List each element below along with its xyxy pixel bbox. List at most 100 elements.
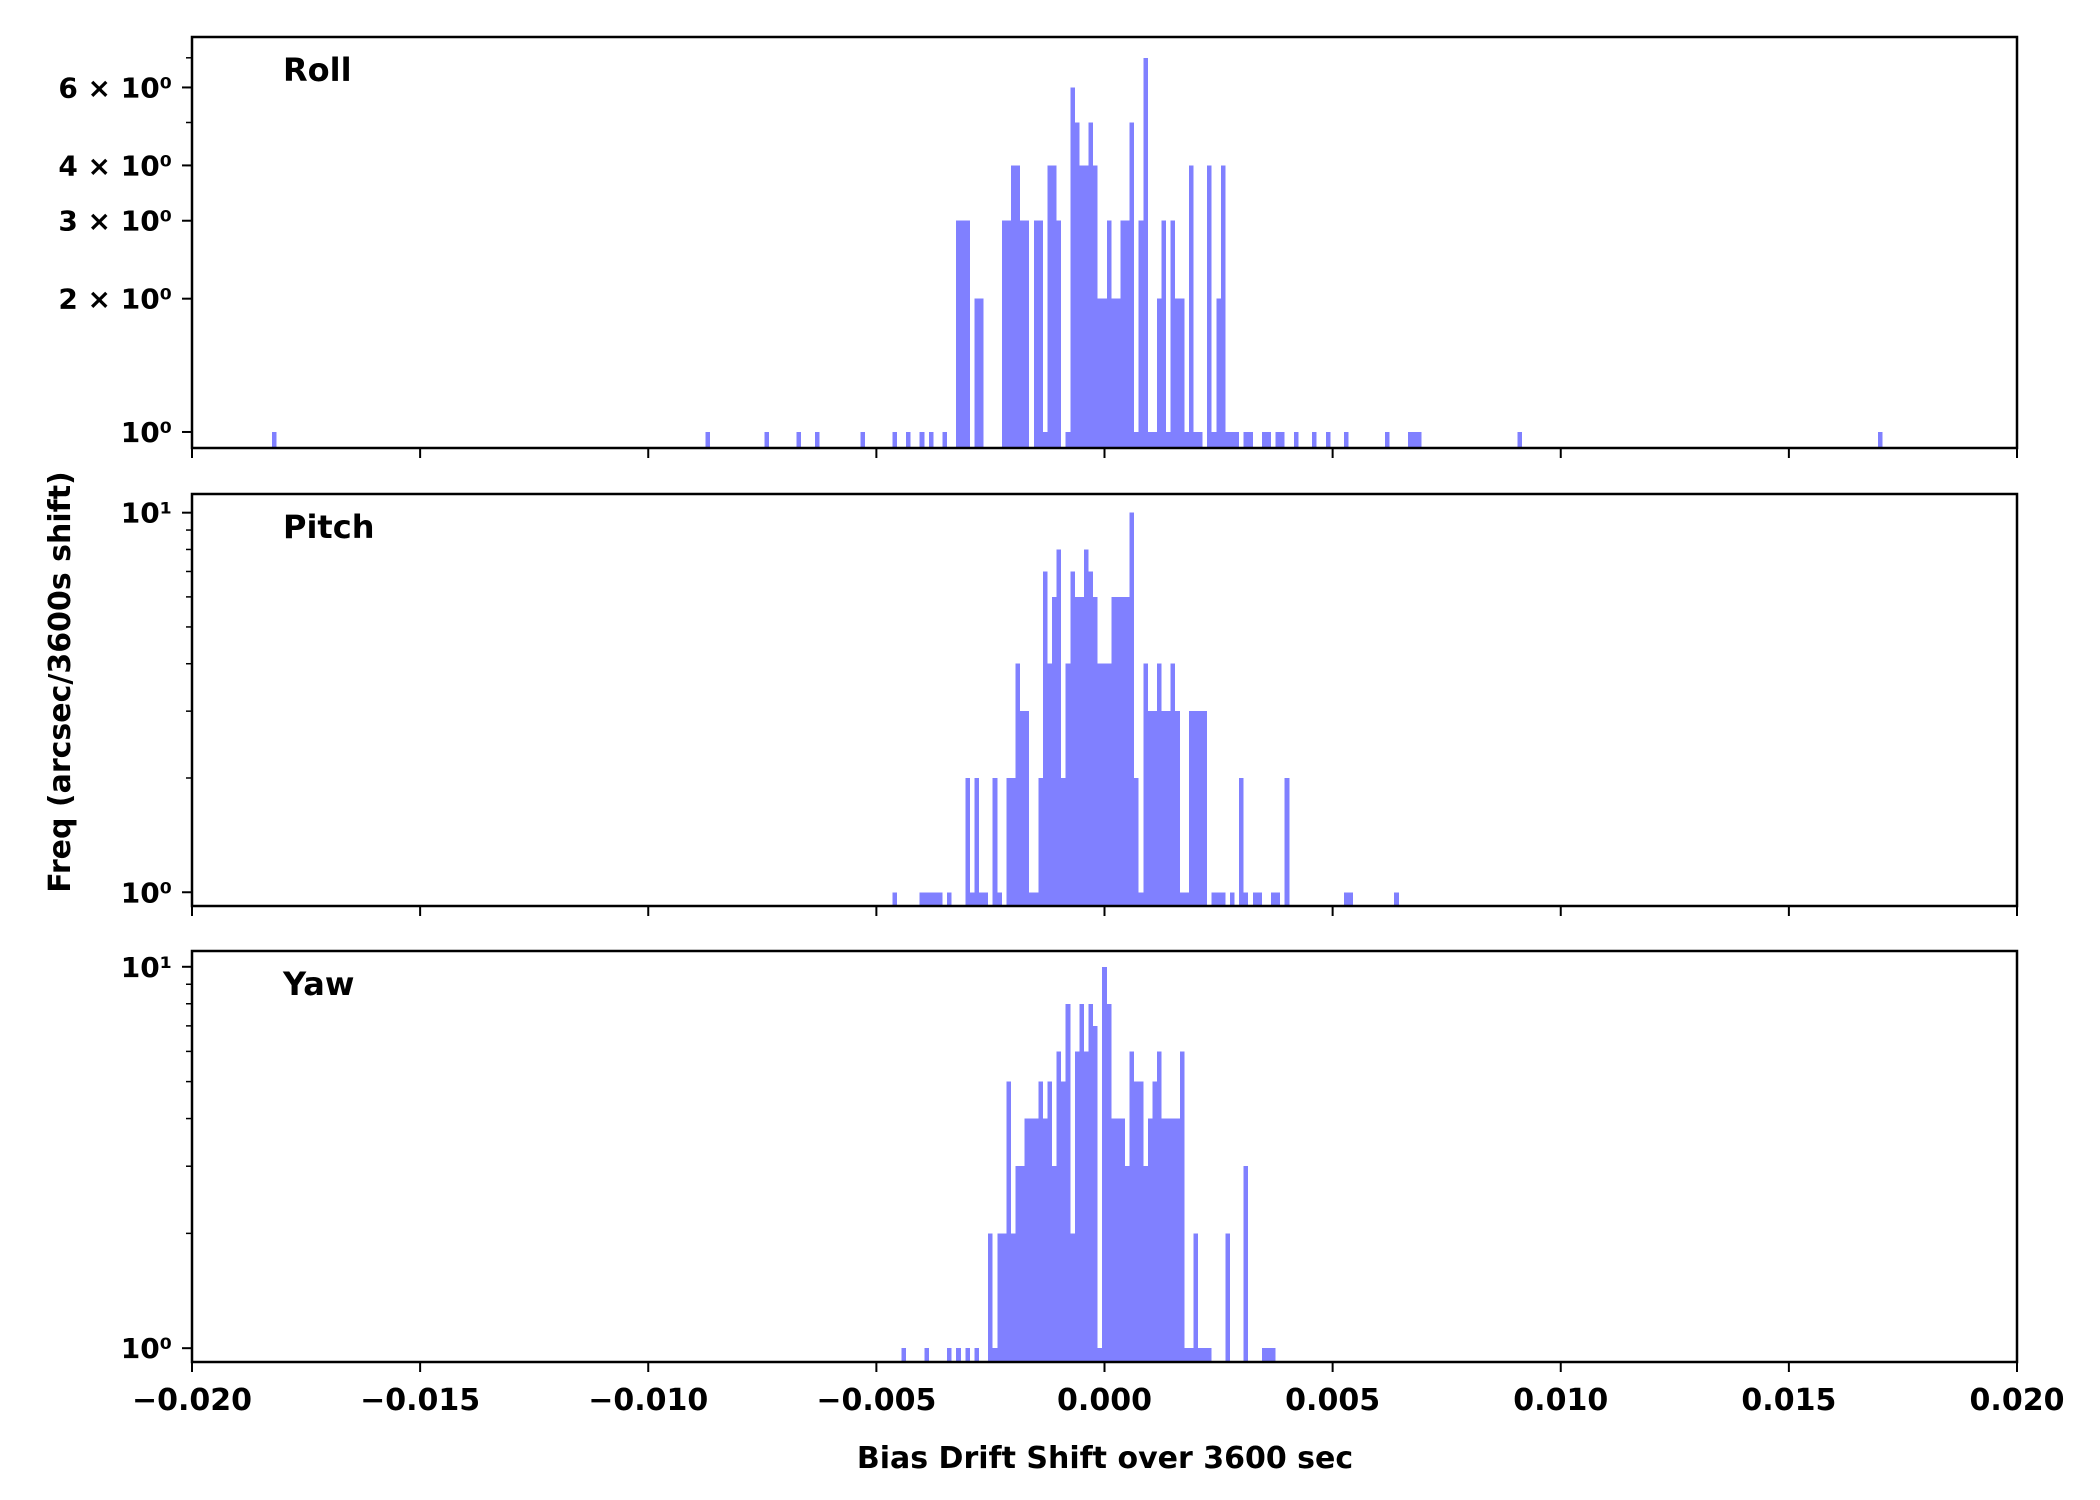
roll-bar-66: [1248, 431, 1253, 448]
yaw-bar-16: [1033, 1118, 1039, 1362]
pitch-bar-27: [1065, 663, 1071, 906]
roll-bar-32: [1083, 165, 1089, 448]
yaw-bar-44: [1161, 1118, 1167, 1362]
yaw-bar-41: [1147, 1118, 1153, 1362]
pitch-axes-frame: [190, 492, 2019, 908]
roll-bar-45: [1143, 57, 1148, 449]
yaw-x-tick-label-5: 0.005: [1285, 1383, 1380, 1418]
roll-bar-7: [906, 431, 911, 448]
pitch-bar-64: [1252, 892, 1258, 906]
pitch-bar-6: [947, 892, 952, 906]
roll-y-tick-label-2: 3 × 10⁰: [58, 205, 172, 238]
pitch-bar-69: [1344, 892, 1349, 906]
pitch-bar-9: [974, 777, 980, 906]
yaw-bar-13: [1020, 1166, 1025, 1362]
pitch-bar-25: [1056, 549, 1062, 906]
pitch-panel: 10⁰ 10¹ Pitch: [121, 492, 2019, 916]
roll-panel: 10⁰ 2 × 10⁰ 3 × 10⁰ 4 × 10⁰ 6 × 10⁰ Roll: [58, 35, 2019, 458]
pitch-bar-29: [1074, 596, 1080, 906]
pitch-bar-62: [1239, 777, 1244, 906]
pitch-bar-66: [1271, 892, 1276, 906]
pitch-bar-33: [1093, 596, 1098, 906]
roll-bar-70: [1280, 431, 1285, 448]
yaw-y-tick-label-0: 10⁰: [121, 1332, 172, 1365]
yaw-x-tick-label-1: −0.015: [360, 1383, 480, 1418]
roll-bar-27: [1056, 220, 1062, 448]
roll-bar-75: [1385, 431, 1390, 448]
roll-bar-1: [705, 431, 710, 448]
roll-bar-65: [1243, 431, 1249, 448]
roll-bar-13: [965, 220, 970, 448]
roll-y-tick-label-0: 10⁰: [121, 416, 172, 449]
yaw-bar-18: [1042, 1118, 1048, 1362]
pitch-bar-53: [1184, 892, 1189, 906]
roll-bar-37: [1106, 220, 1112, 448]
pitch-bar-34: [1097, 663, 1103, 906]
pitch-bar-43: [1138, 892, 1144, 906]
pitch-bar-31: [1083, 549, 1089, 906]
yaw-bar-25: [1074, 1051, 1080, 1362]
yaw-bar-21: [1056, 1051, 1062, 1362]
roll-bar-42: [1129, 122, 1135, 448]
yaw-bar-56: [1243, 1166, 1249, 1362]
roll-bar-77: [1412, 431, 1418, 448]
roll-bar-55: [1188, 165, 1194, 448]
yaw-bar-23: [1065, 1003, 1071, 1362]
yaw-bar-49: [1184, 1348, 1189, 1362]
roll-bar-53: [1179, 298, 1185, 448]
roll-bar-68: [1266, 431, 1272, 448]
yaw-bar-54: [1207, 1348, 1212, 1362]
yaw-bar-5: [974, 1348, 980, 1362]
pitch-bar-39: [1120, 596, 1126, 906]
roll-bar-26: [1052, 165, 1057, 448]
roll-bar-59: [1211, 431, 1217, 448]
yaw-bar-6: [988, 1233, 993, 1362]
pitch-bar-13: [997, 892, 1002, 906]
roll-bar-74: [1344, 431, 1349, 448]
pitch-bar-23: [1047, 663, 1053, 906]
roll-bar-31: [1079, 165, 1084, 448]
roll-bar-10: [942, 431, 948, 448]
roll-bar-0: [271, 431, 277, 448]
roll-bar-20: [1020, 220, 1025, 448]
yaw-bar-34: [1115, 1118, 1121, 1362]
roll-bar-69: [1275, 431, 1281, 448]
pitch-bar-21: [1038, 777, 1043, 906]
pitch-bar-20: [1033, 892, 1039, 906]
roll-bar-44: [1138, 220, 1144, 448]
roll-bar-63: [1229, 431, 1235, 448]
yaw-bar-24: [1070, 1233, 1075, 1362]
yaw-bar-32: [1106, 1003, 1112, 1362]
yaw-x-tick-label-6: 0.010: [1513, 1383, 1608, 1418]
pitch-bar-22: [1042, 571, 1048, 906]
pitch-bar-26: [1061, 777, 1066, 906]
roll-bar-46: [1147, 431, 1153, 448]
roll-bar-18: [1010, 165, 1016, 448]
roll-bar-51: [1170, 220, 1176, 448]
pitch-bar-65: [1257, 892, 1262, 906]
roll-bar-16: [1001, 220, 1007, 448]
pitch-bar-41: [1129, 512, 1135, 906]
roll-bar-40: [1120, 220, 1126, 448]
pitch-bar-37: [1111, 596, 1116, 906]
roll-bar-57: [1198, 431, 1203, 448]
yaw-bar-26: [1079, 1003, 1084, 1362]
yaw-x-tick-label-8: 0.020: [1970, 1383, 2065, 1418]
pitch-bar-46: [1152, 711, 1157, 906]
yaw-bar-28: [1088, 1003, 1094, 1362]
pitch-bar-8: [969, 892, 975, 906]
roll-bar-4: [814, 431, 820, 448]
roll-bar-54: [1184, 431, 1189, 448]
yaw-bar-46: [1170, 1118, 1176, 1362]
pitch-bar-10: [979, 892, 984, 906]
roll-bar-14: [974, 298, 980, 448]
roll-bar-56: [1193, 431, 1199, 448]
yaw-bar-37: [1129, 1051, 1135, 1362]
yaw-bar-19: [1047, 1081, 1053, 1362]
pitch-bar-52: [1179, 892, 1185, 906]
pitch-bar-14: [1006, 777, 1011, 906]
roll-bar-41: [1125, 220, 1130, 448]
pitch-bar-40: [1125, 596, 1130, 906]
yaw-bar-0: [901, 1348, 907, 1362]
roll-bar-52: [1175, 298, 1180, 448]
